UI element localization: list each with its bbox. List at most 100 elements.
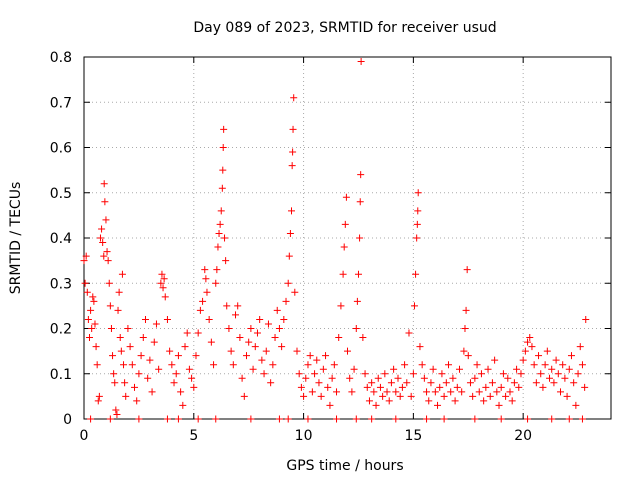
data-point [163, 415, 171, 423]
data-point [455, 365, 463, 373]
data-point [91, 320, 99, 328]
data-point [561, 374, 569, 382]
data-point [133, 397, 141, 405]
x-tick-label: 15 [404, 428, 422, 444]
data-point [221, 234, 229, 242]
data-point [112, 406, 120, 414]
data-point [352, 415, 360, 423]
data-point [225, 325, 233, 332]
data-point [453, 383, 461, 391]
data-point [532, 379, 540, 387]
data-point [168, 361, 176, 369]
data-point [219, 166, 227, 174]
data-point [449, 374, 457, 382]
data-point [563, 392, 571, 400]
data-point [410, 302, 418, 310]
data-point [96, 234, 104, 242]
data-point [284, 415, 292, 423]
data-point [423, 415, 431, 423]
data-point [201, 266, 209, 274]
data-point [286, 229, 294, 237]
data-point [425, 397, 433, 405]
data-point [100, 180, 108, 188]
data-point [350, 365, 358, 373]
data-point [413, 220, 421, 228]
data-point [161, 293, 169, 301]
y-tick-label: 0.4 [50, 231, 72, 247]
data-point [341, 220, 349, 228]
data-point [521, 347, 529, 355]
data-point [217, 207, 225, 215]
data-point [80, 257, 88, 265]
data-point [113, 410, 121, 418]
data-point [295, 370, 303, 378]
data-point [170, 379, 178, 387]
data-point [572, 401, 580, 409]
data-point [354, 270, 362, 278]
data-point [273, 306, 281, 314]
data-point [212, 279, 220, 287]
data-point [554, 370, 562, 378]
data-point [139, 334, 147, 342]
data-point [493, 388, 501, 396]
data-point [157, 279, 165, 287]
data-point [158, 270, 166, 278]
data-point [475, 388, 483, 396]
data-point [357, 171, 365, 179]
data-point [412, 270, 420, 278]
data-point [565, 415, 573, 423]
data-point [319, 365, 327, 373]
data-point [440, 392, 448, 400]
data-point [333, 415, 341, 423]
data-point [148, 388, 156, 396]
data-point [508, 397, 516, 405]
data-point [471, 415, 479, 423]
axis-ticks: 0 5 10 15 20 0 0.1 0.2 0.3 0.4 0.5 0.6 0.7 0.8 [50, 50, 611, 444]
data-point [205, 315, 213, 323]
data-point [337, 302, 345, 310]
data-point [361, 370, 369, 378]
data-point [359, 334, 367, 342]
data-point [236, 334, 244, 342]
data-point [315, 379, 323, 387]
data-point [464, 352, 472, 360]
data-point [220, 125, 228, 133]
data-point [390, 365, 398, 373]
data-point [247, 415, 255, 423]
data-point [128, 361, 136, 369]
data-point [85, 334, 93, 342]
data-point [251, 343, 259, 351]
data-point [482, 383, 490, 391]
data-point [275, 415, 283, 423]
data-point [146, 356, 154, 364]
data-point [111, 379, 119, 387]
data-point [229, 361, 237, 369]
data-point [392, 388, 400, 396]
data-point [401, 361, 409, 369]
data-point [396, 392, 404, 400]
data-point [356, 198, 364, 206]
data-point [372, 401, 380, 409]
data-point [567, 352, 575, 360]
chart-title: Day 089 of 2023, SRMTID for receiver usu… [193, 20, 496, 36]
data-point [215, 229, 223, 237]
data-point [491, 356, 499, 364]
data-point [105, 279, 113, 287]
y-tick-label: 0.6 [50, 141, 72, 157]
data-point [245, 338, 253, 346]
data-point [379, 392, 387, 400]
data-point [486, 392, 494, 400]
data-point [535, 352, 543, 360]
data-point [543, 347, 551, 355]
data-point [192, 352, 200, 360]
data-point [258, 356, 266, 364]
data-point [370, 388, 378, 396]
data-point [429, 365, 437, 373]
data-point [285, 252, 293, 260]
data-point [304, 415, 312, 423]
data-point [194, 415, 202, 423]
data-point [313, 356, 321, 364]
data-point [174, 415, 182, 423]
data-point [460, 347, 468, 355]
